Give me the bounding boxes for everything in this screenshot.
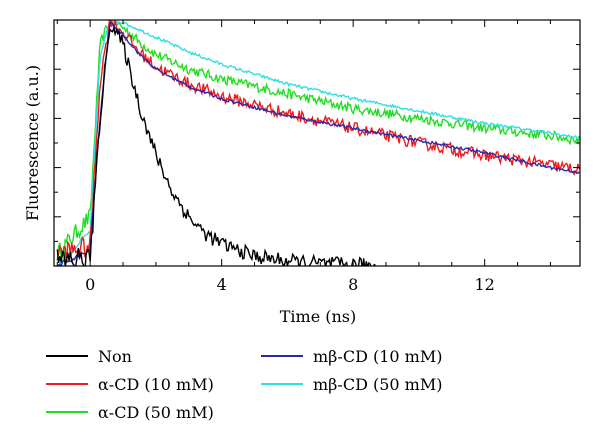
legend: Non α-CD (10 mM) α-CD (50 mM) mβ-CD (10 mM)… <box>46 346 566 426</box>
x-tick-label: 4 <box>217 275 227 294</box>
legend-label: mβ-CD (10 mM) <box>313 346 443 366</box>
series-layer <box>56 20 580 266</box>
legend-swatch <box>261 383 303 385</box>
legend-label: Non <box>98 346 132 366</box>
legend-item: α-CD (50 mM) <box>46 402 214 422</box>
x-tick-label: 0 <box>85 275 95 294</box>
legend-swatch <box>46 411 88 413</box>
y-axis-label: Fluorescence (a.u.) <box>23 65 42 221</box>
legend-swatch <box>46 355 88 357</box>
x-axis-label: Time (ns) <box>280 307 357 326</box>
legend-label: α-CD (50 mM) <box>98 402 214 422</box>
ticks-layer <box>54 20 580 266</box>
legend-label: mβ-CD (50 mM) <box>313 374 443 394</box>
legend-label: α-CD (10 mM) <box>98 374 214 394</box>
legend-item: mβ-CD (10 mM) <box>261 346 442 366</box>
legend-swatch <box>261 355 303 357</box>
series-line-2 <box>56 20 580 261</box>
legend-swatch <box>46 383 88 385</box>
legend-item: α-CD (10 mM) <box>46 374 214 394</box>
series-line-1 <box>56 20 580 263</box>
legend-item: mβ-CD (50 mM) <box>261 374 442 394</box>
legend-item: Non <box>46 346 132 366</box>
x-tick-label: 8 <box>348 275 358 294</box>
series-line-4 <box>57 20 580 266</box>
plot-frame <box>53 19 581 267</box>
x-tick-label: 12 <box>474 275 494 294</box>
series-line-0 <box>56 25 376 266</box>
tick-labels-layer: 0 4 8 12 <box>85 275 495 294</box>
series-line-3 <box>56 21 580 266</box>
